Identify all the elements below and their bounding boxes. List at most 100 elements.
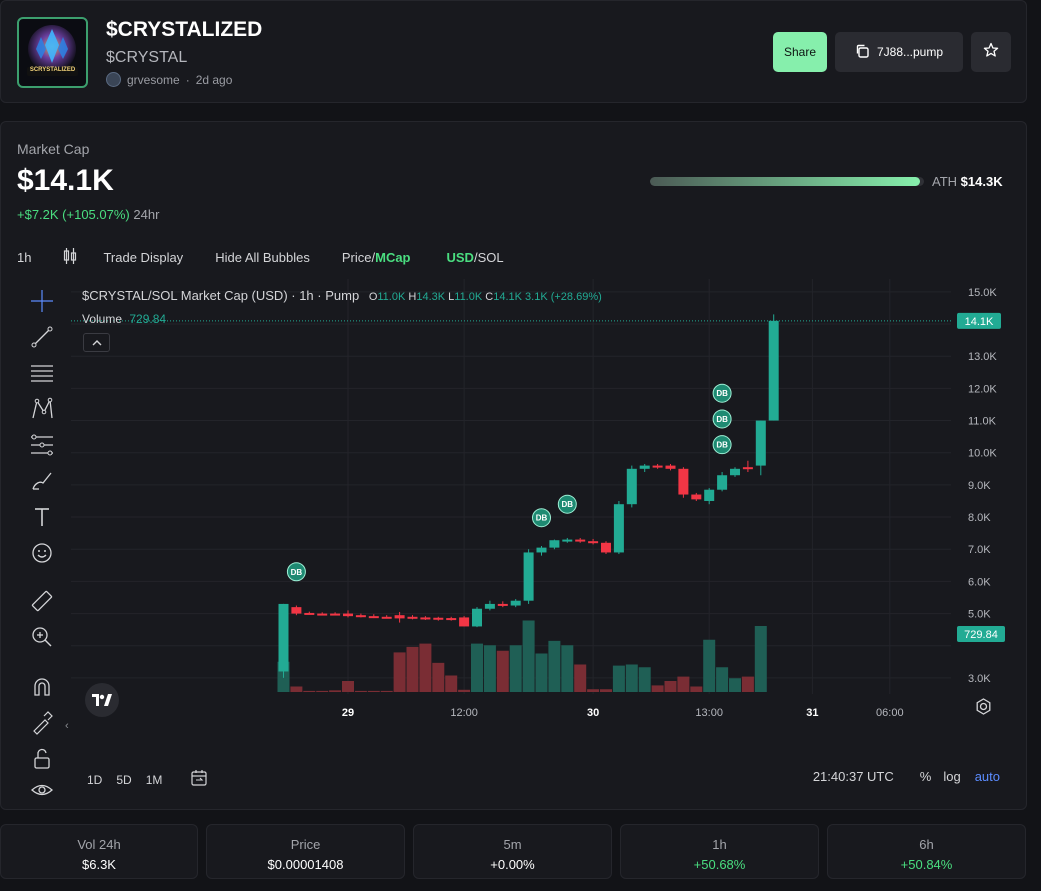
auto-scale-toggle[interactable]: auto [974,769,1000,784]
volume-bar [342,681,354,692]
candle-body [575,539,586,542]
chevron-up-icon [92,340,101,346]
candle-body [768,320,779,421]
candle-body [343,613,353,617]
creator-name[interactable]: grvesome [127,72,180,87]
last-price-tag [957,312,1001,329]
volume-tag [957,626,1005,642]
ruler-icon[interactable] [29,588,55,614]
price-chart[interactable]: DB DB DB DB DB DB 3.0K 5.0K 6.0K 7.0K 8.0K 9.0K 10.0… [71,279,1011,739]
y-axis-label: 13.0K [968,351,997,363]
fib-retracement-icon[interactable] [29,432,55,458]
market-cap-change-period: 24hr [133,207,160,222]
candle-body [394,615,405,619]
range-bar: 1D 5D 1M [87,769,208,790]
candle-body [420,617,431,620]
volume-bar [625,664,638,692]
mcap-option: MCap [375,249,411,265]
volume-tag-text: 729.84 [964,629,998,641]
tradingview-logo[interactable] [85,683,119,717]
stat-label: Price [290,837,321,852]
unlock-icon[interactable] [29,746,55,772]
range-1d[interactable]: 1D [87,772,103,787]
log-scale-toggle[interactable]: log [943,769,961,784]
lock-drawing-icon[interactable] [29,710,55,736]
volume-label: Volume [82,312,123,326]
currency-toggle[interactable]: USD/SOL [447,250,504,265]
token-meta: grvesome · 2d ago [106,72,232,87]
favorite-button[interactable] [971,32,1011,72]
candle-body [497,603,508,606]
candle-body [562,539,573,542]
visibility-icon[interactable] [29,782,55,798]
stat-label: 6h [919,837,934,852]
trade-display-toggle[interactable]: Trade Display [103,249,184,265]
x-axis-label: 12:00 [450,707,478,719]
volume-bar [316,690,329,692]
collapse-toolbar-icon[interactable]: ‹ [65,720,69,732]
dev-buy-bubble-label: DB [562,500,574,509]
y-axis-label: 10.0K [968,448,997,460]
crosshair-icon[interactable] [29,288,55,314]
percent-scale-toggle[interactable]: % [919,769,932,784]
creator-avatar[interactable] [106,72,121,87]
dev-buy-bubble-label: DB [716,441,728,450]
y-axis-label: 8.0K [968,512,991,524]
volume-bar [380,690,393,692]
token-logo: SCRYSTALIZED [17,17,88,88]
ohlc-readout: O11.0K H14.3K L11.0K C14.1K 3.1K (+28.69… [369,291,602,303]
price-option: Price [341,249,372,265]
share-button[interactable]: Share [773,32,827,72]
dev-buy-bubble-label: DB [291,568,303,577]
chart-settings-icon[interactable] [975,698,992,720]
stat-value: $0.00001408 [267,857,344,872]
interval-selector[interactable]: 1h [17,249,32,265]
x-axis-label: 13:00 [695,707,723,719]
stat-vol-24h: Vol 24h $6.3K [0,824,198,879]
low-value: 11.0K [454,291,483,303]
star-icon [983,42,999,63]
stat-6h: 6h +50.84% [827,824,1026,879]
pattern-icon[interactable] [29,396,55,422]
date-range-icon[interactable] [190,769,208,790]
high-label: H [408,291,417,303]
market-cap-label: Market Cap [17,141,90,157]
copy-contract-button[interactable]: 7J88...pump [835,32,963,72]
market-cap-change-value: +$7.2K (+105.07%) [17,207,130,222]
volume-bar [509,645,522,692]
emoji-icon[interactable] [29,540,55,566]
price-mcap-toggle[interactable]: Price/MCap [342,250,411,265]
horizontal-lines-icon[interactable] [29,360,55,386]
y-axis-label: 7.0K [968,544,991,556]
volume-bar [561,645,574,692]
candles-icon[interactable] [63,247,77,268]
token-name: $CRYSTALIZED [106,18,263,41]
candle-body [472,608,482,627]
volume-bar [458,689,471,692]
candle-body [691,494,702,500]
stat-label: Vol 24h [77,837,121,852]
ath-progress-fill [650,177,921,186]
volume-bar [406,646,419,692]
volume-bar [329,690,342,692]
open-label: O [368,291,378,303]
range-1m[interactable]: 1M [145,772,163,787]
zoom-in-icon[interactable] [29,624,55,650]
trend-line-icon[interactable] [29,324,55,350]
volume-bar [690,686,703,692]
close-value: 14.1K [493,291,522,303]
range-5d[interactable]: 5D [116,772,132,787]
y-axis-label: 3.0K [968,673,991,685]
utc-clock[interactable]: 21:40:37 UTC [812,769,894,784]
brush-icon[interactable] [29,468,55,494]
hide-bubbles-toggle[interactable]: Hide All Bubbles [215,249,310,265]
text-tool-icon[interactable] [29,504,55,530]
volume-bar [587,689,600,692]
candle-body [355,615,366,618]
collapse-legend-button[interactable] [83,333,110,352]
token-symbol: $CRYSTAL [106,49,188,66]
volume-bar [677,676,690,692]
usd-sol-slash: / [473,249,478,265]
candle-body [755,420,766,466]
magnet-icon[interactable] [29,674,55,700]
